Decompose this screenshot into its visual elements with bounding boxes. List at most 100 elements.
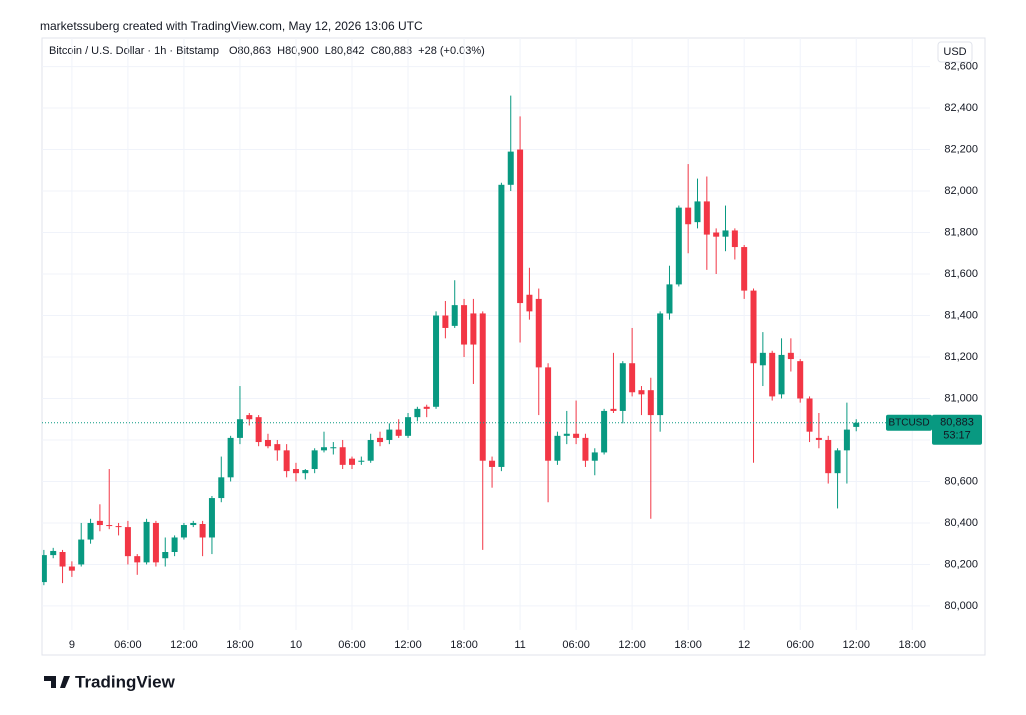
- candle-body: [302, 470, 309, 474]
- candle-body: [573, 433, 580, 438]
- candle-body: [526, 294, 533, 312]
- candle-body: [264, 439, 271, 447]
- candle-body: [797, 361, 804, 399]
- y-tick-label: 81,800: [944, 226, 978, 238]
- candle-body: [657, 313, 664, 416]
- x-tick-label: 12:00: [394, 639, 422, 651]
- candle-body: [638, 390, 645, 395]
- candle-body: [134, 556, 141, 563]
- candle-body: [545, 367, 552, 461]
- candle-body: [199, 523, 206, 538]
- legend-change: +28 (+0.03%): [418, 45, 485, 57]
- legend-high-letter: H: [277, 45, 285, 57]
- price-tag-box: [886, 414, 932, 431]
- candle-body: [218, 477, 225, 499]
- credit: marketssuberg created with TradingView.c…: [40, 19, 423, 33]
- candle-body: [815, 437, 822, 440]
- candle-body: [423, 406, 430, 409]
- x-tick-label: 06:00: [786, 639, 814, 651]
- candle-body: [554, 435, 561, 461]
- candle-body: [489, 460, 496, 467]
- x-tick-label: 11: [514, 639, 525, 651]
- last-price-box: [932, 414, 982, 445]
- x-tick-label: 12:00: [170, 639, 198, 651]
- candle-body: [96, 520, 103, 526]
- y-tick-label: 80,600: [944, 475, 978, 487]
- legend-open-letter: O: [229, 45, 238, 57]
- candle-body: [582, 437, 589, 461]
- candle-body: [115, 526, 122, 528]
- candle-body: [507, 151, 514, 185]
- candle-body: [778, 354, 785, 395]
- candle-body: [405, 417, 412, 436]
- candle-body: [479, 313, 486, 461]
- y-tick-label: 81,200: [944, 351, 978, 363]
- candle-body: [208, 498, 215, 538]
- x-tick-label: 18:00: [450, 639, 478, 651]
- x-tick-label: 18:00: [898, 639, 926, 651]
- frame: [41, 37, 986, 656]
- candle-body: [563, 433, 570, 436]
- legend-low: 80,842: [331, 45, 365, 57]
- x-tick-label: 9: [69, 639, 75, 651]
- candle-body: [853, 422, 860, 427]
- candle-body: [713, 232, 720, 237]
- candle-body: [349, 458, 356, 465]
- x-tick-label: 18:00: [226, 639, 254, 651]
- candle-body: [367, 439, 374, 461]
- candle-body: [358, 460, 365, 462]
- candle-body: [311, 450, 318, 470]
- candle-body: [610, 408, 617, 411]
- candle-body: [68, 566, 75, 571]
- candle-body: [619, 363, 626, 411]
- candle-body: [124, 527, 131, 557]
- candle-body: [461, 305, 468, 345]
- candle-body: [675, 207, 682, 285]
- candle-body: [591, 452, 598, 461]
- candle-body: [339, 447, 346, 465]
- countdown: 53:17: [943, 430, 971, 442]
- y-tick-label: 81,600: [944, 268, 978, 280]
- x-tick-label: 10: [290, 639, 302, 651]
- candle-body: [414, 408, 421, 418]
- candle-body: [647, 390, 654, 416]
- candle-body: [330, 447, 337, 449]
- x-tick-label: 06:00: [338, 639, 366, 651]
- legend-low-letter: L: [325, 45, 331, 57]
- candle-body: [685, 207, 692, 225]
- last-price-label: 80,883: [940, 417, 974, 429]
- candle-body: [292, 469, 299, 474]
- candle-body: [143, 521, 150, 563]
- x-tick-label: 06:00: [562, 639, 590, 651]
- logo: TradingView: [44, 672, 176, 691]
- candle-body: [694, 201, 701, 223]
- candle-body: [535, 298, 542, 368]
- candle-body: [666, 284, 673, 314]
- candle-body: [377, 437, 384, 443]
- y-tick-label: 81,000: [944, 392, 978, 404]
- candle-body: [152, 522, 159, 563]
- candle-body: [171, 537, 178, 552]
- candle-body: [274, 444, 281, 451]
- candle-body: [517, 149, 524, 304]
- candle-body: [283, 450, 290, 472]
- candle-body: [629, 363, 636, 393]
- candle-body: [750, 290, 757, 364]
- candle-body: [42, 555, 47, 583]
- candle-body: [190, 522, 197, 526]
- candle-body: [769, 352, 776, 397]
- candle-body: [255, 417, 262, 443]
- legend-high: 80,900: [285, 45, 319, 57]
- candle-body: [722, 230, 729, 237]
- legend-close-letter: C: [371, 45, 379, 57]
- candle-body: [59, 551, 66, 567]
- logo-text: TradingView: [75, 672, 176, 691]
- legend-symbol: Bitcoin / U.S. Dollar · 1h · Bitstamp: [49, 45, 219, 57]
- y-tick-label: 82,600: [944, 60, 978, 72]
- x-tick-label: 12: [738, 639, 750, 651]
- price-tag: BTCUSD: [888, 417, 929, 428]
- candle-body: [787, 352, 794, 360]
- y-tick-label: 81,400: [944, 309, 978, 321]
